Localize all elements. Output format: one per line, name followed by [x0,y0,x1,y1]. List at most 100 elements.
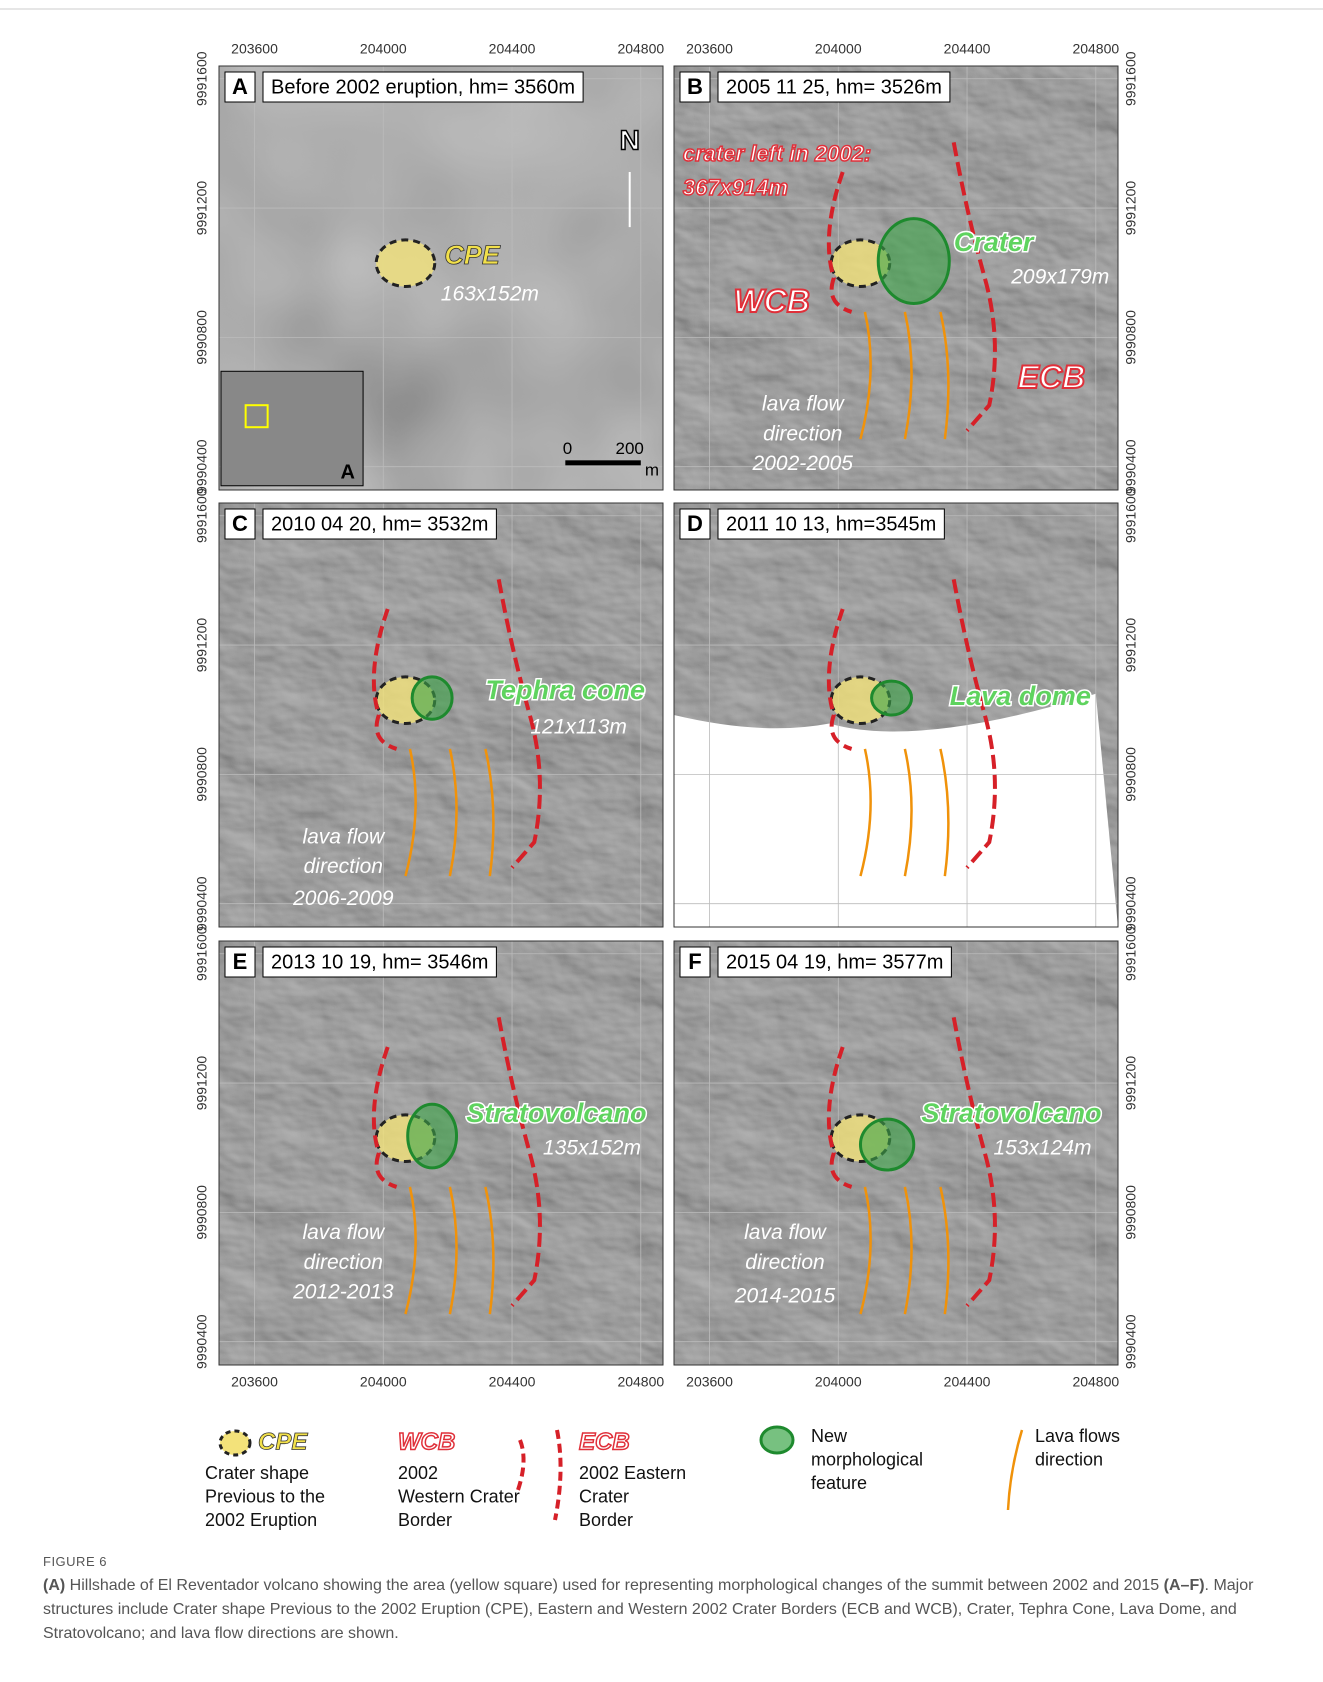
panel-title: 2015 04 19, hm= 3577m [726,951,943,973]
caption-text: (A) Hillshade of El Reventador volcano s… [43,1574,1311,1646]
panel-title: Before 2002 eruption, hm= 3560m [271,76,575,98]
legend-text: 2002 [398,1463,438,1483]
x-tick-label: 204000 [360,41,407,57]
title-box [262,508,497,540]
inset-map [220,370,364,487]
annotation: 0 [563,439,572,458]
panel-frame [673,65,1119,491]
legend-wcb [516,1439,526,1491]
x-tick-label: 204800 [617,1374,664,1390]
lava-arrow [939,1186,950,1315]
annotation: direction [745,1251,824,1274]
lava-arrow [859,1186,872,1315]
caption-part: . Major structures include Crater shape … [43,1577,1254,1642]
x-tick-label: 204400 [944,1374,991,1390]
annotation: 2006-2009 [292,887,394,910]
panel-frame [218,502,664,928]
annotation: 200 [616,439,644,458]
ecb-border [496,1016,542,1307]
x-tick-label: 204800 [1072,1374,1119,1390]
y-tick-label: 9990800 [1123,1185,1139,1240]
y-tick-label: 9991200 [194,1056,210,1111]
annotation: 163x152m [441,283,539,306]
y-tick-label: 9991200 [1123,618,1139,673]
legend-label: WCB [398,1428,455,1455]
panel-frame [673,502,1119,928]
y-tick-label: 9991600 [194,488,210,543]
x-tick-label: 204800 [1072,41,1119,57]
annotation: Crater [954,227,1035,257]
annotation: CPE [444,240,501,270]
letter-box [679,508,711,540]
lava-arrow [903,311,913,440]
new-feature [858,1117,916,1172]
lava-arrow [939,311,950,440]
ecb-border [496,578,542,869]
y-tick-label: 9991600 [194,51,210,106]
wcb-border [371,608,398,751]
letter-box [679,946,711,978]
legend-text: Lava flows [1035,1426,1120,1446]
annotation: direction [304,1251,383,1274]
annotation: Stratovolcano [466,1098,646,1128]
legend-arrow [1006,1429,1024,1511]
map-panel: C 2010 04 20, hm= 3532m Tephra cone 121x113… [218,502,664,928]
y-tick-label: 9990400 [1123,1314,1139,1369]
panel-frame [218,65,664,491]
annotation: A [341,461,355,483]
scale-bar [565,460,641,466]
lava-arrow [404,748,417,877]
annotation: Stratovolcano [921,1098,1101,1128]
y-tick-label: 9990400 [1123,439,1139,494]
caption-part: (A) [43,1577,66,1594]
figure: A Before 2002 eruption, hm= 3560m N CPE 163x… [0,8,1323,1530]
legend-text: 2002 Eastern [579,1463,686,1483]
letter-box [224,71,256,103]
y-tick-label: 9991200 [1123,1056,1139,1111]
caption-part: (A–F) [1163,1577,1205,1594]
annotation: WCB [733,283,809,319]
x-tick-label: 203600 [231,41,278,57]
map-panel: D 2011 10 13, hm=3545m Lava dome 119x99m [673,502,1119,928]
lava-arrow [939,748,950,877]
annotation: m [645,460,659,479]
letter-box [679,71,711,103]
y-tick-label: 9991600 [194,926,210,981]
new-feature [406,1102,459,1170]
title-box [262,71,584,103]
wcb-border [826,171,853,314]
annotation: 2002-2005 [752,452,854,475]
lava-arrow [903,748,913,877]
panel-title: 2005 11 25, hm= 3526m [726,76,942,98]
cpe-outline [374,238,437,288]
legend-text: Crater shape [205,1463,309,1483]
legend-text: 2002 Eruption [205,1510,317,1530]
lava-arrow [404,1186,417,1315]
legend-text: New [811,1426,848,1446]
annotation: lava flow [744,1221,828,1244]
title-box [717,508,945,540]
annotation: 2012-2013 [292,1280,394,1303]
wcb-border [826,1046,853,1189]
annotation: Lava dome [950,681,1091,711]
panel-title: 2013 10 19, hm= 3546m [271,951,488,973]
panel-frame [673,940,1119,1366]
panel-frame [218,940,664,1366]
legend-cpe [218,1429,252,1457]
annotation: lava flow [302,826,386,849]
y-tick-label: 9990400 [194,1314,210,1369]
y-tick-label: 9991200 [194,181,210,236]
annotation: 119x99m [1005,720,1090,743]
legend-feature [759,1425,795,1455]
y-tick-label: 9990800 [194,1185,210,1240]
inset-square [244,404,269,429]
map-panel: A Before 2002 eruption, hm= 3560m N CPE 163x… [218,65,664,491]
legend-text: Western Crater [398,1486,520,1506]
legend-text: direction [1035,1449,1103,1469]
wcb-border [826,608,853,751]
legend-text: Border [398,1510,452,1530]
panel-letter: B [687,74,703,99]
legend-label: CPE [258,1428,308,1455]
lava-arrow [448,1186,458,1315]
lava-arrow [484,1186,495,1315]
